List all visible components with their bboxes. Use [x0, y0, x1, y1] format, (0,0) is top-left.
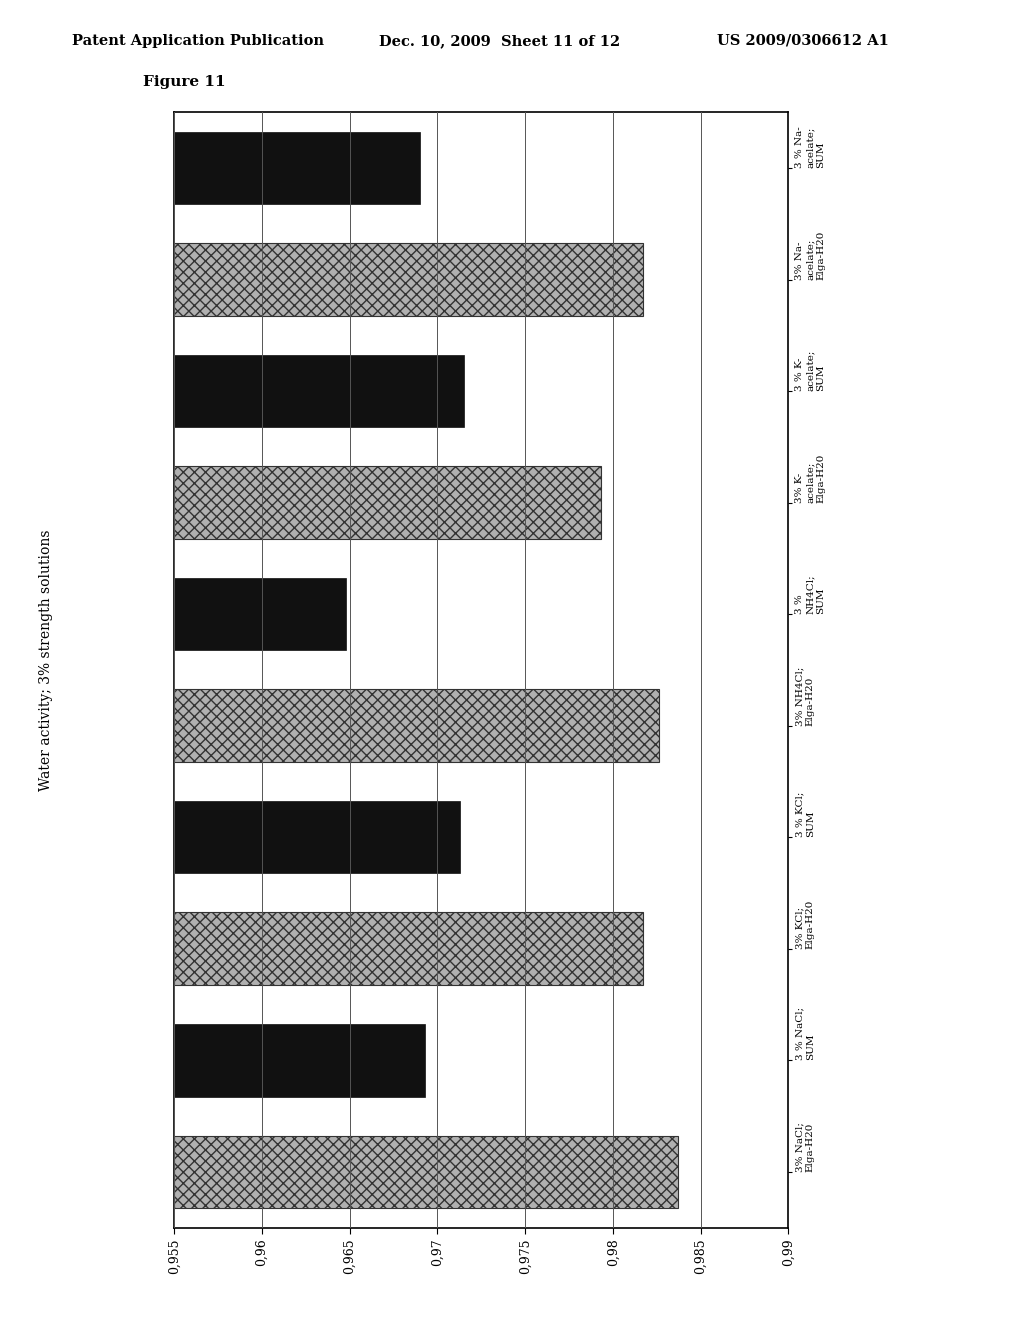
Bar — [174, 243, 643, 315]
Text: US 2009/0306612 A1: US 2009/0306612 A1 — [717, 34, 889, 48]
Text: Figure 11: Figure 11 — [143, 75, 226, 88]
Bar — [174, 578, 346, 651]
Bar — [174, 1024, 425, 1097]
Text: Water activity; 3% strength solutions: Water activity; 3% strength solutions — [39, 529, 53, 791]
Bar — [174, 466, 601, 539]
Bar — [174, 912, 643, 985]
Bar — [174, 1135, 678, 1208]
Bar — [174, 355, 464, 428]
Text: Patent Application Publication: Patent Application Publication — [72, 34, 324, 48]
Bar — [174, 132, 420, 205]
Bar — [174, 801, 460, 874]
Bar — [174, 689, 658, 762]
Text: Dec. 10, 2009  Sheet 11 of 12: Dec. 10, 2009 Sheet 11 of 12 — [379, 34, 621, 48]
